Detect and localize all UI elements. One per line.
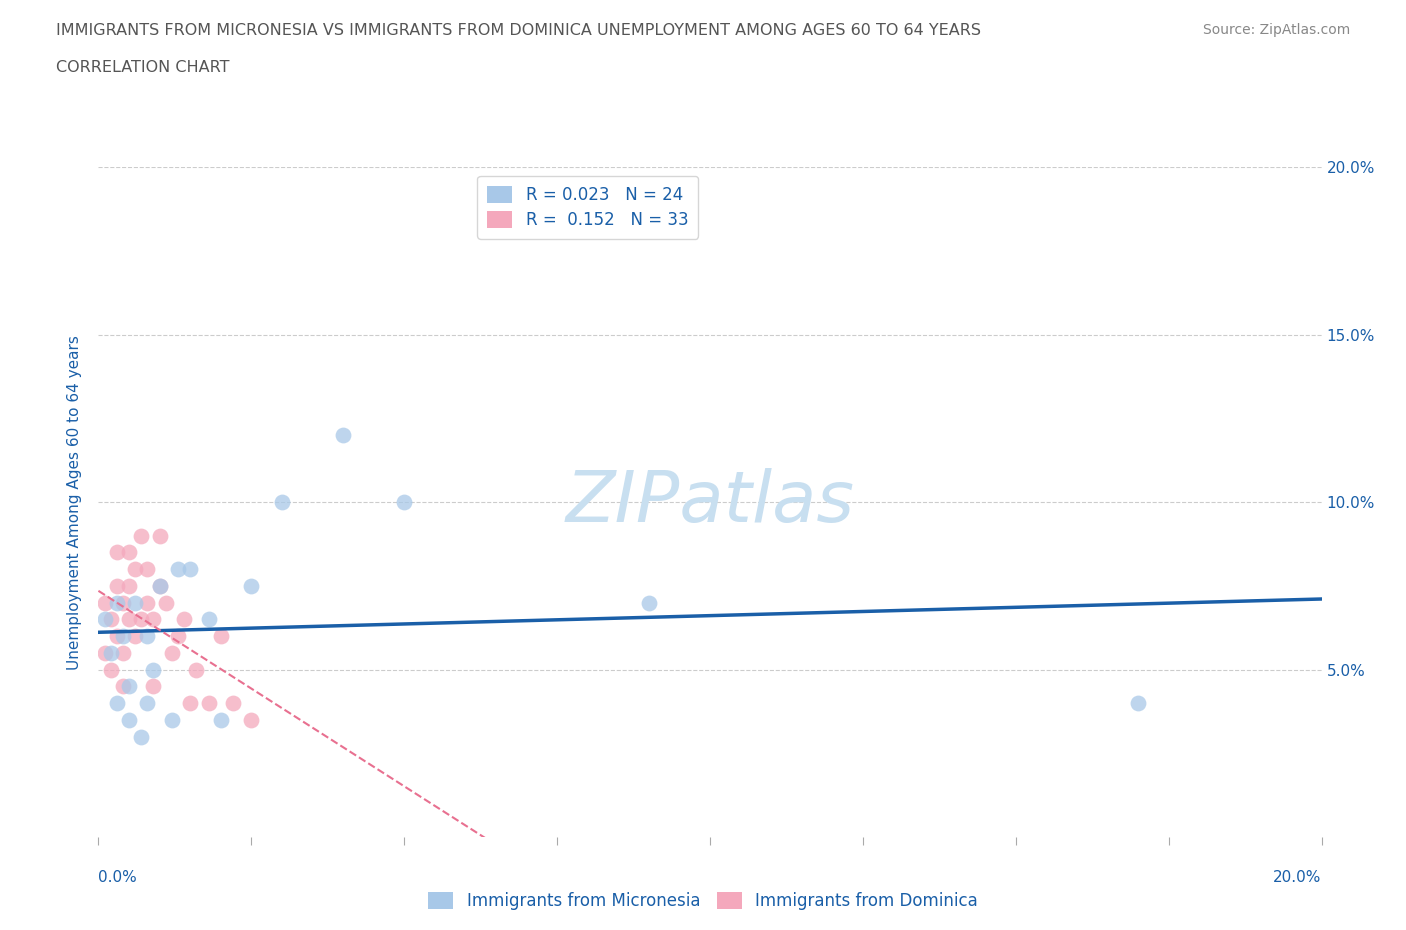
Point <box>124 629 146 644</box>
Text: IMMIGRANTS FROM MICRONESIA VS IMMIGRANTS FROM DOMINICA UNEMPLOYMENT AMONG AGES 6: IMMIGRANTS FROM MICRONESIA VS IMMIGRANTS… <box>56 23 981 38</box>
Point <box>124 595 146 610</box>
Point <box>111 595 134 610</box>
Point <box>100 612 122 627</box>
Point <box>111 645 134 660</box>
Point <box>197 612 219 627</box>
Point <box>118 612 141 627</box>
Point <box>129 528 152 543</box>
Point <box>118 679 141 694</box>
Point <box>129 612 152 627</box>
Legend: R = 0.023   N = 24, R =  0.152   N = 33: R = 0.023 N = 24, R = 0.152 N = 33 <box>477 176 699 239</box>
Point <box>160 712 183 727</box>
Text: ZIPatlas: ZIPatlas <box>565 468 855 537</box>
Point <box>105 545 128 560</box>
Point <box>637 595 661 610</box>
Point <box>105 595 128 610</box>
Text: Source: ZipAtlas.com: Source: ZipAtlas.com <box>1202 23 1350 37</box>
Point <box>93 612 115 627</box>
Point <box>93 645 115 660</box>
Point <box>179 696 201 711</box>
Point <box>149 528 172 543</box>
Point <box>105 696 128 711</box>
Point <box>160 645 183 660</box>
Point <box>167 629 190 644</box>
Point <box>111 629 134 644</box>
Point <box>209 712 232 727</box>
Point <box>155 595 177 610</box>
Point <box>179 562 201 577</box>
Point <box>240 578 263 593</box>
Y-axis label: Unemployment Among Ages 60 to 64 years: Unemployment Among Ages 60 to 64 years <box>67 335 83 670</box>
Point <box>105 629 128 644</box>
Point <box>124 562 146 577</box>
Point <box>240 712 263 727</box>
Point <box>100 662 122 677</box>
Point <box>270 495 292 510</box>
Point <box>142 662 165 677</box>
Text: 0.0%: 0.0% <box>98 870 138 884</box>
Point <box>129 729 152 744</box>
Point <box>209 629 232 644</box>
Point <box>136 595 159 610</box>
Point <box>118 578 141 593</box>
Point <box>173 612 195 627</box>
Point <box>118 545 141 560</box>
Point <box>167 562 190 577</box>
Legend: Immigrants from Micronesia, Immigrants from Dominica: Immigrants from Micronesia, Immigrants f… <box>422 885 984 917</box>
Text: CORRELATION CHART: CORRELATION CHART <box>56 60 229 75</box>
Point <box>142 679 165 694</box>
Point <box>332 428 354 443</box>
Point <box>111 679 134 694</box>
Point <box>149 578 172 593</box>
Point <box>136 629 159 644</box>
Point <box>149 578 172 593</box>
Point <box>105 578 128 593</box>
Point <box>136 562 159 577</box>
Point <box>186 662 208 677</box>
Point <box>222 696 245 711</box>
Point <box>197 696 219 711</box>
Point <box>100 645 122 660</box>
Point <box>392 495 416 510</box>
Text: 20.0%: 20.0% <box>1274 870 1322 884</box>
Point <box>93 595 115 610</box>
Point <box>136 696 159 711</box>
Point <box>1128 696 1150 711</box>
Point <box>142 612 165 627</box>
Point <box>118 712 141 727</box>
